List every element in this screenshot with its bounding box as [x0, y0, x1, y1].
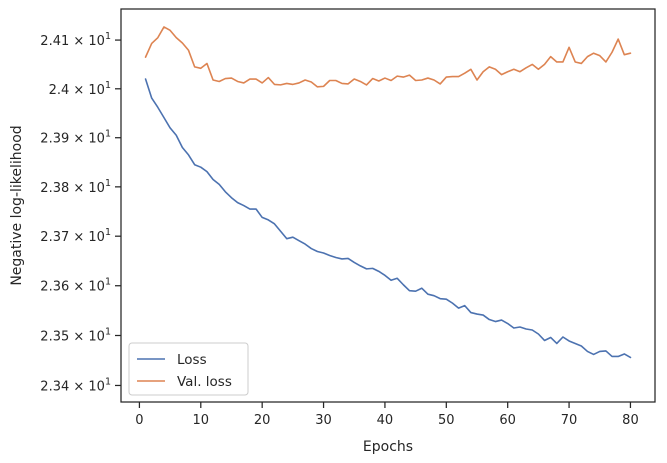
y-axis-label: Negative log-likelihood: [9, 125, 25, 285]
x-axis-ticks: 0 10 20 30 40 50 60 70 80: [135, 402, 639, 428]
y-tick-label: 2.4 × 101: [49, 80, 111, 98]
y-axis-ticks: 2.41 × 101 2.4 × 101 2.39 × 101 2.38 × 101 2…: [40, 31, 121, 394]
x-tick-label: 40: [377, 413, 394, 428]
x-tick-label: 50: [438, 413, 455, 428]
x-axis-label: Epochs: [363, 439, 413, 455]
legend-box: [128, 342, 249, 396]
x-tick-label: 70: [561, 413, 578, 428]
series-line-val-loss: [144, 26, 632, 88]
plot-area: [121, 9, 655, 402]
x-tick-label: 80: [622, 413, 639, 428]
series-line-loss: [144, 78, 632, 359]
x-tick-label: 10: [193, 413, 210, 428]
x-tick-label: 30: [315, 413, 332, 428]
series-layer: [144, 26, 632, 359]
x-tick-label: 20: [254, 413, 271, 428]
y-tick-label: 2.39 × 101: [40, 129, 111, 147]
y-tick-label: 2.35 × 101: [40, 326, 111, 344]
legend-label-loss: Loss: [177, 352, 207, 368]
plot-frame: [120, 8, 656, 403]
x-tick-label: 0: [135, 413, 143, 428]
y-tick-label: 2.41 × 101: [40, 31, 111, 49]
y-tick-label: 2.34 × 101: [40, 376, 111, 394]
y-tick-label: 2.36 × 101: [40, 277, 111, 295]
y-tick-label: 2.37 × 101: [40, 227, 111, 245]
legend-label-val-loss: Val. loss: [177, 374, 232, 390]
legend: Loss Val. loss: [128, 342, 249, 396]
y-tick-label: 2.38 × 101: [40, 178, 111, 196]
x-tick-label: 60: [499, 413, 516, 428]
